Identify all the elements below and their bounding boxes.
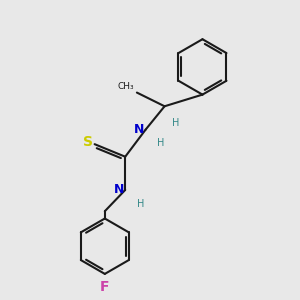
Text: H: H [172,118,179,128]
Text: N: N [113,183,124,196]
Text: F: F [100,280,110,294]
Text: H: H [157,138,165,148]
Text: CH₃: CH₃ [118,82,134,91]
Text: S: S [83,135,93,149]
Text: H: H [137,199,144,209]
Text: N: N [134,123,144,136]
